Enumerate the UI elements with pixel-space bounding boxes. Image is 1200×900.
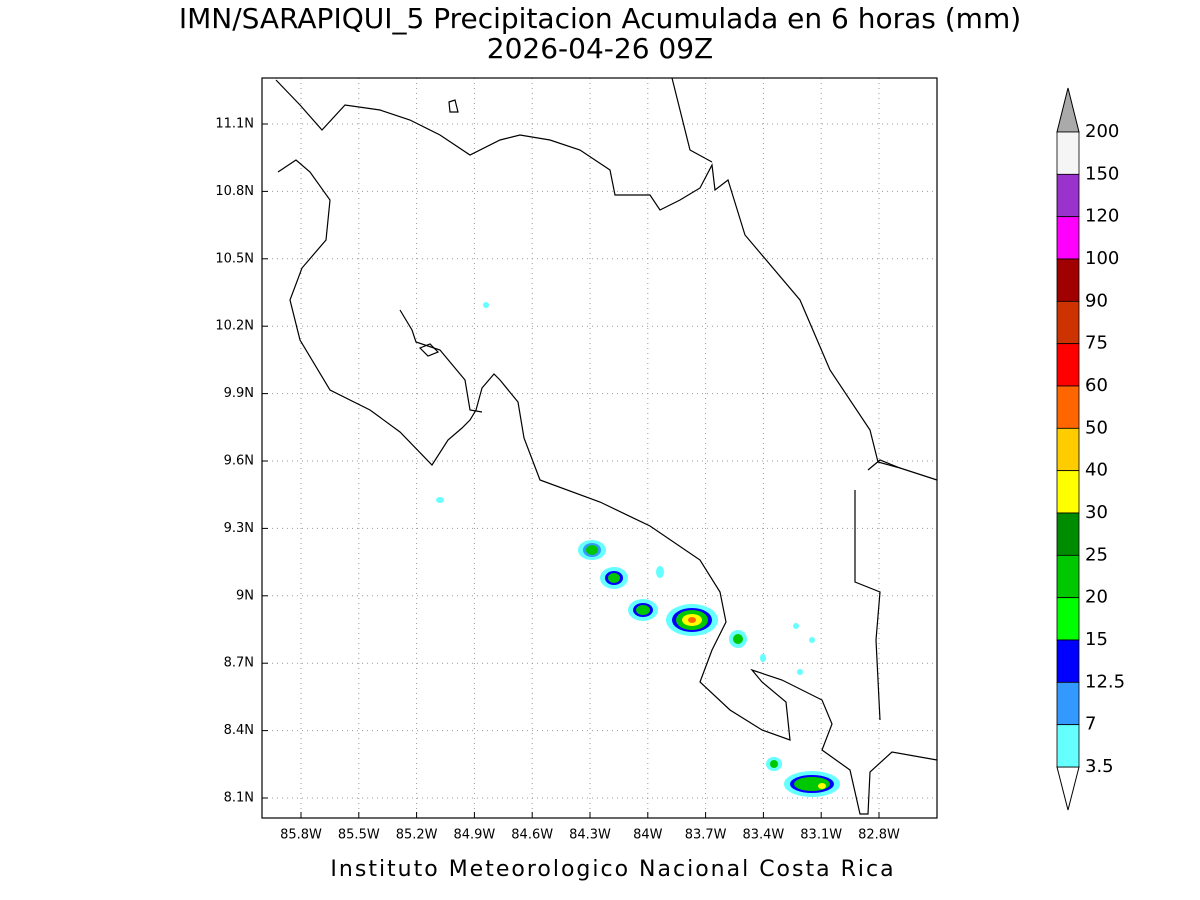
lat-tick-label: 9.9N bbox=[224, 386, 254, 401]
colorbar-label: 200 bbox=[1085, 121, 1119, 142]
lat-tick-label: 8.1N bbox=[224, 791, 254, 806]
colorbar-label: 150 bbox=[1085, 163, 1119, 184]
subtitle: 2026-04-26 09Z bbox=[487, 32, 713, 65]
title: IMN/SARAPIQUI_5 Precipitacion Acumulada … bbox=[179, 2, 1021, 35]
colorbar-segment bbox=[1056, 470, 1080, 514]
lat-tick-label: 10.2N bbox=[215, 319, 254, 334]
colorbar-label: 120 bbox=[1085, 206, 1119, 227]
lon-tick-label: 85.5W bbox=[338, 828, 380, 843]
lon-tick-label: 84.9W bbox=[453, 828, 495, 843]
colorbar-under bbox=[1056, 766, 1080, 811]
lon-tick-label: 83.1W bbox=[800, 828, 842, 843]
colorbar-segment bbox=[1056, 597, 1080, 641]
colorbar-label: 30 bbox=[1085, 502, 1108, 523]
colorbar-segment bbox=[1056, 258, 1080, 302]
colorbar-segment bbox=[1056, 216, 1080, 260]
colorbar-label: 7 bbox=[1085, 714, 1096, 735]
lat-tick-label: 9N bbox=[236, 588, 254, 603]
colorbar-label: 25 bbox=[1085, 544, 1108, 565]
colorbar-segment bbox=[1056, 385, 1080, 429]
lon-tick-label: 84.6W bbox=[511, 828, 553, 843]
colorbar-label: 40 bbox=[1085, 460, 1108, 481]
lon-tick-label: 83.7W bbox=[685, 828, 727, 843]
plot-frame bbox=[261, 77, 938, 819]
lat-tick-label: 8.4N bbox=[224, 723, 254, 738]
colorbar-label: 12.5 bbox=[1085, 671, 1125, 692]
lon-tick-label: 83.4W bbox=[742, 828, 784, 843]
colorbar-segment bbox=[1056, 173, 1080, 218]
precipitation-areas bbox=[436, 302, 840, 797]
colorbar-segment bbox=[1056, 343, 1080, 387]
colorbar-segment bbox=[1056, 131, 1080, 175]
colorbar-over bbox=[1056, 87, 1080, 133]
lon-tick-label: 84W bbox=[633, 828, 663, 843]
lat-tick-label: 8.7N bbox=[224, 656, 254, 671]
lat-tick-label: 11.1N bbox=[215, 117, 254, 132]
lat-tick-label: 10.5N bbox=[215, 251, 254, 266]
lon-tick-label: 82.8W bbox=[858, 828, 900, 843]
colorbar-label: 60 bbox=[1085, 375, 1108, 396]
lat-tick-label: 9.6N bbox=[224, 454, 254, 469]
colorbar-segment bbox=[1056, 554, 1080, 599]
coastlines bbox=[275, 77, 938, 815]
colorbar-segment bbox=[1056, 300, 1080, 345]
colorbar-segment bbox=[1056, 512, 1080, 556]
colorbar-segment bbox=[1056, 681, 1080, 726]
colorbar-label: 15 bbox=[1085, 629, 1108, 650]
lat-tick-label: 9.3N bbox=[224, 521, 254, 536]
colorbar-segment bbox=[1056, 639, 1080, 683]
colorbar-segment bbox=[1056, 724, 1080, 768]
colorbar-label: 75 bbox=[1085, 333, 1108, 354]
lon-tick-label: 85.8W bbox=[280, 828, 322, 843]
colorbar-label: 20 bbox=[1085, 587, 1108, 608]
colorbar-label: 100 bbox=[1085, 248, 1119, 269]
lon-tick-label: 84.3W bbox=[569, 828, 611, 843]
colorbar-label: 3.5 bbox=[1085, 756, 1114, 777]
colorbar-label: 50 bbox=[1085, 417, 1108, 438]
lat-tick-label: 10.8N bbox=[215, 184, 254, 199]
colorbar-segment bbox=[1056, 427, 1080, 472]
lon-tick-label: 85.2W bbox=[396, 828, 438, 843]
credit: Instituto Meteorologico Nacional Costa R… bbox=[330, 857, 895, 882]
colorbar-label: 90 bbox=[1085, 290, 1108, 311]
